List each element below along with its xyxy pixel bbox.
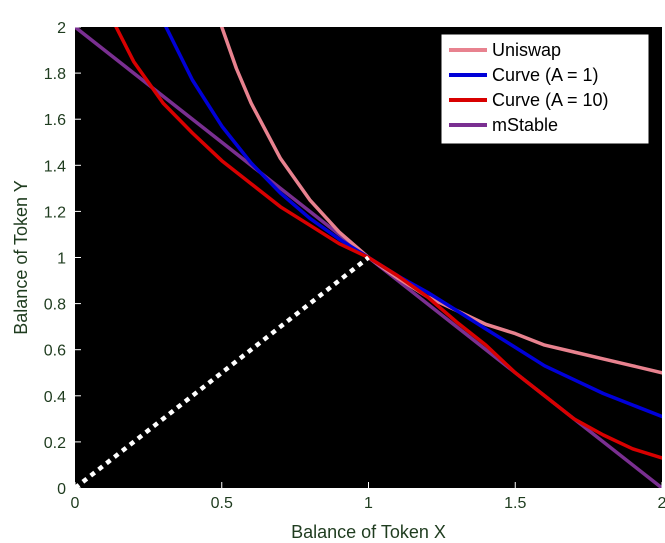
- y-tick-label: 1: [57, 251, 66, 268]
- y-tick-label: 1.4: [44, 158, 66, 175]
- legend-label: mStable: [492, 115, 558, 135]
- y-tick-label: 0.8: [44, 297, 66, 314]
- y-tick-label: 1.6: [44, 112, 66, 129]
- x-tick-label: 1: [364, 495, 373, 512]
- y-tick-label: 1.8: [44, 66, 66, 83]
- legend: Uniswap Curve (A = 1) Curve (A = 10) mStabl…: [441, 34, 649, 144]
- y-tick-label: 0.2: [44, 435, 66, 452]
- y-tick-label: 2: [57, 20, 66, 37]
- x-tick-label: 1.5: [504, 495, 526, 512]
- x-axis-label: Balance of Token X: [291, 522, 446, 542]
- legend-label: Curve (A = 1): [492, 65, 599, 85]
- x-tick-label: 0: [71, 495, 80, 512]
- legend-label: Uniswap: [492, 40, 561, 60]
- x-tick-label: 2: [658, 495, 665, 512]
- y-tick-label: 0: [57, 481, 66, 498]
- y-tick-label: 1.2: [44, 204, 66, 221]
- y-axis-label: Balance of Token Y: [11, 180, 31, 334]
- legend-label: Curve (A = 10): [492, 90, 609, 110]
- x-tick-label: 0.5: [211, 495, 233, 512]
- y-tick-label: 0.6: [44, 343, 66, 360]
- y-tick-label: 0.4: [44, 389, 66, 406]
